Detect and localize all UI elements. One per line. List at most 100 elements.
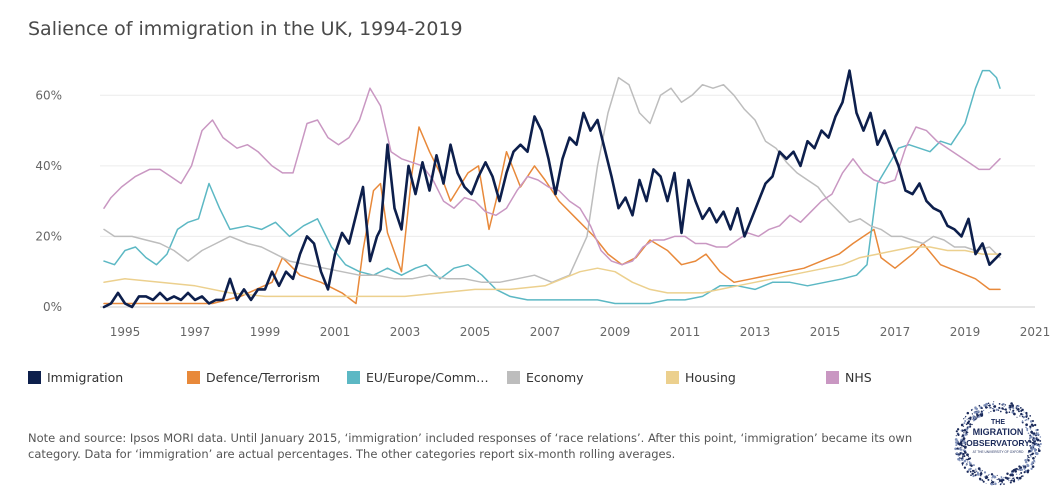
logo-dot [1034, 423, 1037, 427]
logo-dot [956, 452, 959, 455]
logo-dot [1035, 429, 1038, 432]
logo-dot [955, 435, 957, 437]
logo-dot [1025, 418, 1028, 421]
legend-item-nhs[interactable]: NHS [826, 370, 872, 385]
logo-dot [955, 430, 958, 433]
logo-dot [966, 458, 969, 461]
logo-dot [1029, 420, 1033, 423]
legend-item-economy[interactable]: Economy [507, 370, 584, 385]
logo-dot [971, 472, 974, 476]
logo-dot [958, 447, 961, 450]
legend-swatch [28, 371, 41, 384]
logo-dot [1013, 478, 1016, 480]
legend-item-immigration[interactable]: Immigration [28, 370, 123, 385]
logo-dot [981, 479, 984, 482]
logo-dot [1008, 411, 1011, 414]
legend-swatch [187, 371, 200, 384]
logo-dot [956, 447, 959, 450]
line-chart: 0% 20% 40% 60% 1995 1997 1999 2001 2003 2005 2007… [35, 69, 1051, 339]
logo-dot [1012, 480, 1016, 483]
logo-dot [971, 469, 975, 473]
logo-dot [990, 410, 992, 413]
logo-dot [976, 417, 978, 419]
logo-dot [962, 456, 964, 458]
logo-dot [973, 471, 976, 474]
logo-dot [978, 477, 982, 481]
logo-dot [1027, 432, 1030, 435]
logo-dot [964, 442, 966, 444]
logo-dot [1026, 464, 1030, 468]
x-tick-label: 2015 [810, 325, 841, 339]
logo-dot [999, 410, 1002, 413]
series-line-defence-terrorism [103, 126, 1001, 305]
logo-dot [1026, 429, 1029, 432]
logo-dot [1012, 477, 1014, 480]
logo-dot [968, 458, 970, 460]
logo-dot [968, 468, 971, 471]
logo-dot [1030, 463, 1033, 466]
logo-dot [964, 433, 967, 436]
x-tick-label: 2009 [600, 325, 631, 339]
legend-label: Immigration [47, 370, 124, 385]
logo-dot [988, 412, 990, 414]
logo-dot [965, 464, 968, 466]
logo-dot [1029, 444, 1032, 447]
logo-dot [969, 419, 971, 421]
logo-dot [1024, 460, 1028, 464]
logo-dot [1027, 452, 1030, 454]
logo-dot [987, 474, 989, 476]
logo-dot [1032, 446, 1035, 448]
logo-dot [964, 419, 967, 423]
logo-dot [1020, 472, 1023, 474]
logo-dot [960, 429, 963, 432]
logo-dot [971, 423, 973, 426]
logo-dot [1030, 467, 1033, 470]
legend-label: Defence/Terrorism [206, 370, 321, 385]
logo-dot [1033, 459, 1036, 462]
logo-dot [1023, 471, 1026, 474]
x-axis: 1995 1997 1999 2001 2003 2005 2007 2009 2011 2013… [110, 325, 1051, 339]
logo-dot [1010, 402, 1013, 405]
logo-dot [961, 458, 964, 461]
legend-swatch [666, 371, 679, 384]
logo-dot [1037, 449, 1041, 453]
logo-dot [1035, 443, 1038, 446]
logo-dot [1023, 411, 1025, 413]
series-line-immigration [102, 69, 1002, 309]
y-axis: 0% 20% 40% 60% [35, 88, 62, 314]
logo-dot [1006, 472, 1009, 476]
logo-dot [972, 474, 975, 478]
logo-dot [988, 404, 991, 407]
logo-dot [985, 406, 988, 409]
legend-item-eu-europe[interactable]: EU/Europe/Comm… [347, 370, 489, 385]
logo-dot [1023, 464, 1025, 466]
logo-dot [1032, 420, 1034, 422]
logo-dot [1010, 479, 1013, 482]
logo-dot [1035, 434, 1037, 437]
logo-dot [955, 444, 958, 447]
logo-dot [994, 482, 997, 486]
logo-dot [999, 480, 1001, 483]
x-tick-label: 2013 [740, 325, 771, 339]
logo-dot [962, 444, 964, 447]
logo-dot [993, 405, 997, 408]
logo-dot [965, 415, 967, 418]
logo-dot [963, 432, 965, 434]
y-tick-label: 20% [35, 229, 62, 243]
logo-dot [1029, 427, 1032, 430]
logo-dot [962, 440, 964, 442]
logo-dot [1018, 476, 1022, 480]
logo-dot [966, 411, 970, 415]
logo-dot [954, 441, 957, 443]
legend-item-defence-terrorism[interactable]: Defence/Terrorism [187, 370, 320, 385]
logo-dot [999, 478, 1001, 480]
logo-dot [961, 455, 963, 457]
logo-dot [1002, 403, 1004, 405]
logo-dot [1011, 473, 1014, 477]
logo-dot [963, 418, 965, 420]
legend-item-housing[interactable]: Housing [666, 370, 736, 385]
logo-dot [1008, 404, 1010, 406]
logo-dot [964, 451, 967, 454]
logo-dot [969, 425, 972, 428]
logo-dot [963, 422, 966, 425]
